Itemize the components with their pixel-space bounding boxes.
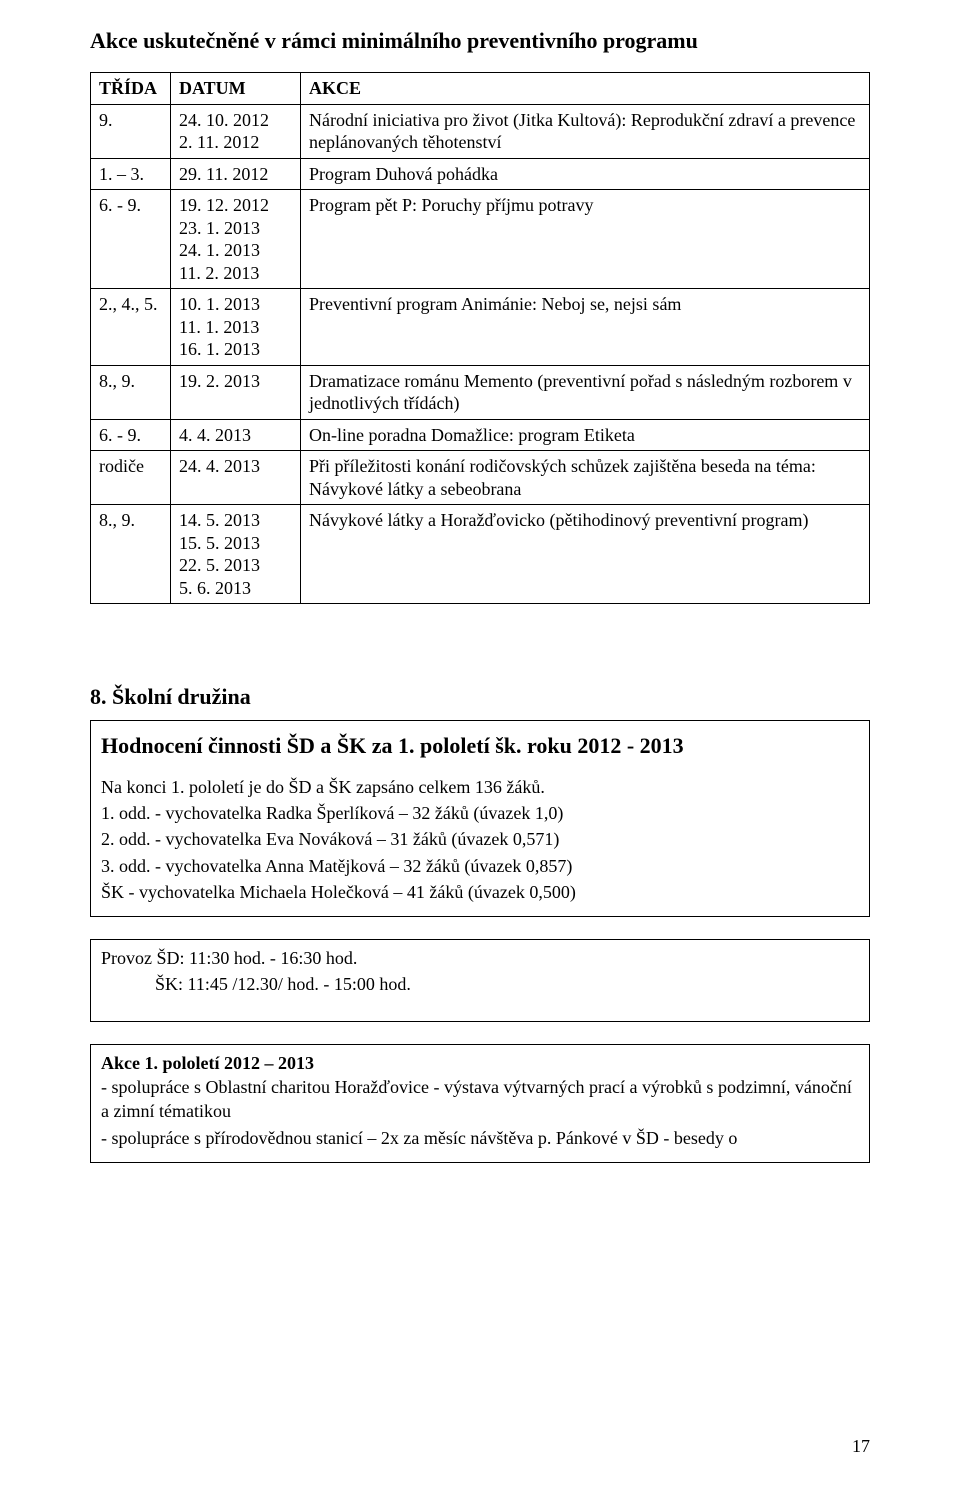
table-row: 2., 4., 5.10. 1. 2013 11. 1. 2013 16. 1.… <box>91 289 870 366</box>
cell-trida: 6. - 9. <box>91 419 171 451</box>
cell-datum: 24. 4. 2013 <box>171 451 301 505</box>
document-page: Akce uskutečněné v rámci minimálního pre… <box>0 0 960 1485</box>
box2-line: ŠK: 11:45 /12.30/ hod. - 15:00 hod. <box>101 972 859 996</box>
section2-title: 8. Školní družina <box>90 684 870 710</box>
box-hodnoceni: Hodnocení činnosti ŠD a ŠK za 1. pololet… <box>90 720 870 917</box>
section1-title: Akce uskutečněné v rámci minimálního pre… <box>90 28 870 54</box>
cell-akce: Při příležitosti konání rodičovských sch… <box>301 451 870 505</box>
table-row: 1. – 3.29. 11. 2012Program Duhová pohádk… <box>91 158 870 190</box>
box1-heading: Hodnocení činnosti ŠD a ŠK za 1. pololet… <box>101 731 859 761</box>
col-akce: AKCE <box>301 73 870 105</box>
table-row: 6. - 9.19. 12. 2012 23. 1. 2013 24. 1. 2… <box>91 190 870 289</box>
cell-trida: 1. – 3. <box>91 158 171 190</box>
table-row: 8., 9.14. 5. 2013 15. 5. 2013 22. 5. 201… <box>91 505 870 604</box>
page-number: 17 <box>852 1436 870 1457</box>
box1-line: 3. odd. - vychovatelka Anna Matějková – … <box>101 854 859 878</box>
cell-trida: 2., 4., 5. <box>91 289 171 366</box>
box2-line: Provoz ŠD: 11:30 hod. - 16:30 hod. <box>101 946 859 970</box>
box1-line: ŠK - vychovatelka Michaela Holečková – 4… <box>101 880 859 904</box>
cell-datum: 14. 5. 2013 15. 5. 2013 22. 5. 2013 5. 6… <box>171 505 301 604</box>
cell-akce: Národní iniciativa pro život (Jitka Kult… <box>301 104 870 158</box>
table-header-row: TŘÍDA DATUM AKCE <box>91 73 870 105</box>
cell-datum: 19. 12. 2012 23. 1. 2013 24. 1. 2013 11.… <box>171 190 301 289</box>
table-row: 8., 9.19. 2. 2013Dramatizace románu Meme… <box>91 365 870 419</box>
cell-akce: Návykové látky a Horažďovicko (pětihodin… <box>301 505 870 604</box>
cell-trida: 9. <box>91 104 171 158</box>
cell-akce: On-line poradna Domažlice: program Etike… <box>301 419 870 451</box>
box-provoz: Provoz ŠD: 11:30 hod. - 16:30 hod. ŠK: 1… <box>90 939 870 1022</box>
box1-line: 1. odd. - vychovatelka Radka Šperlíková … <box>101 801 859 825</box>
cell-akce: Preventivní program Animánie: Neboj se, … <box>301 289 870 366</box>
box3-title: Akce 1. pololetí 2012 – 2013 <box>101 1051 859 1075</box>
cell-datum: 29. 11. 2012 <box>171 158 301 190</box>
events-table: TŘÍDA DATUM AKCE 9.24. 10. 2012 2. 11. 2… <box>90 72 870 604</box>
cell-datum: 4. 4. 2013 <box>171 419 301 451</box>
cell-datum: 24. 10. 2012 2. 11. 2012 <box>171 104 301 158</box>
cell-akce: Program pět P: Poruchy příjmu potravy <box>301 190 870 289</box>
cell-datum: 10. 1. 2013 11. 1. 2013 16. 1. 2013 <box>171 289 301 366</box>
box1-line: 2. odd. - vychovatelka Eva Nováková – 31… <box>101 827 859 851</box>
table-row: rodiče24. 4. 2013Při příležitosti konání… <box>91 451 870 505</box>
cell-trida: rodiče <box>91 451 171 505</box>
table-row: 9.24. 10. 2012 2. 11. 2012Národní inicia… <box>91 104 870 158</box>
cell-akce: Dramatizace románu Memento (preventivní … <box>301 365 870 419</box>
box3-line: - spolupráce s Oblastní charitou Horažďo… <box>101 1075 859 1124</box>
col-datum: DATUM <box>171 73 301 105</box>
box1-line: Na konci 1. pololetí je do ŠD a ŠK zapsá… <box>101 775 859 799</box>
box3-line: - spolupráce s přírodovědnou stanicí – 2… <box>101 1126 859 1150</box>
cell-trida: 8., 9. <box>91 505 171 604</box>
cell-trida: 8., 9. <box>91 365 171 419</box>
table-row: 6. - 9.4. 4. 2013On-line poradna Domažli… <box>91 419 870 451</box>
cell-datum: 19. 2. 2013 <box>171 365 301 419</box>
col-trida: TŘÍDA <box>91 73 171 105</box>
cell-trida: 6. - 9. <box>91 190 171 289</box>
box-akce-pololeti: Akce 1. pololetí 2012 – 2013 - spoluprác… <box>90 1044 870 1163</box>
cell-akce: Program Duhová pohádka <box>301 158 870 190</box>
